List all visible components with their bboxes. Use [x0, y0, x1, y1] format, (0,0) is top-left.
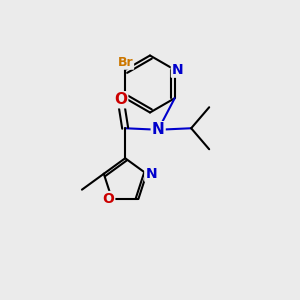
Text: N: N — [145, 167, 157, 181]
Text: Br: Br — [118, 56, 133, 69]
Text: O: O — [102, 192, 114, 206]
Text: N: N — [152, 122, 165, 137]
Text: N: N — [172, 63, 184, 77]
Text: O: O — [114, 92, 127, 107]
